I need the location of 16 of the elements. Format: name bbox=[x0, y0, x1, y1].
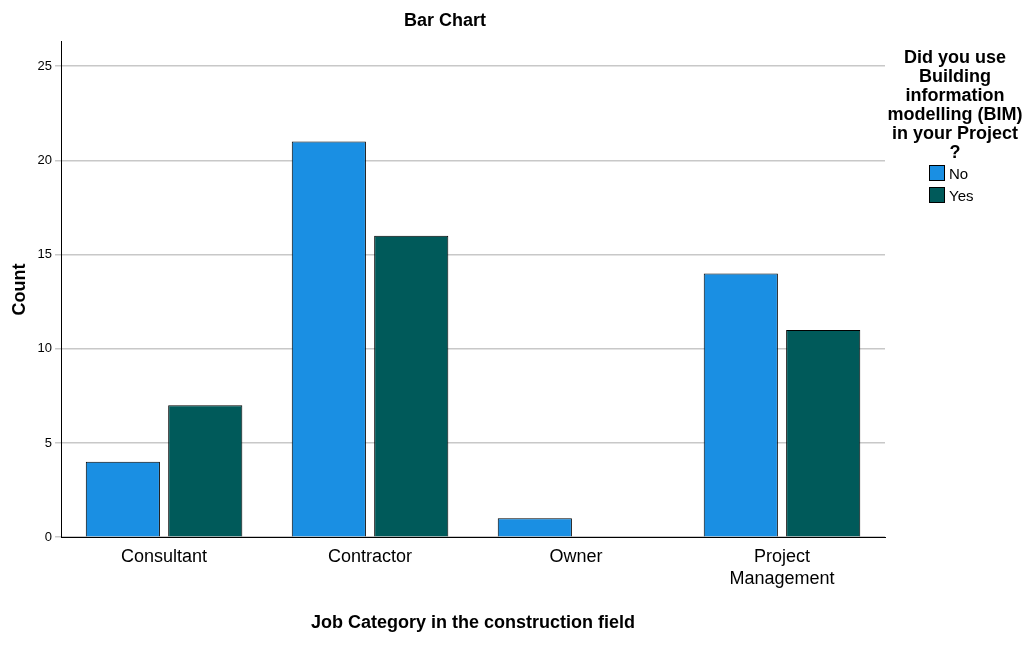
y-tick-label: 20 bbox=[37, 151, 53, 167]
x-tick-label: Consultant bbox=[121, 545, 208, 566]
x-tick-label: Owner bbox=[549, 545, 603, 566]
legend-title: Did you use Building information modelling (BIM) in your Project ? bbox=[886, 47, 1024, 162]
legend-label: Yes bbox=[949, 186, 974, 204]
x-axis-title: Job Category in the construction field bbox=[311, 612, 636, 633]
y-tick-label: 15 bbox=[37, 246, 53, 262]
chart-title: Bar Chart bbox=[403, 9, 487, 30]
legend-label: No bbox=[949, 164, 969, 182]
y-tick-label: 5 bbox=[44, 434, 53, 450]
x-tick-label: Contractor bbox=[328, 545, 413, 566]
x-tick-label: Project Management bbox=[729, 545, 835, 588]
y-axis-title: Count bbox=[8, 263, 29, 316]
y-tick-label: 0 bbox=[44, 528, 53, 544]
y-tick-label: 25 bbox=[37, 57, 53, 73]
y-tick-label: 10 bbox=[37, 340, 53, 356]
